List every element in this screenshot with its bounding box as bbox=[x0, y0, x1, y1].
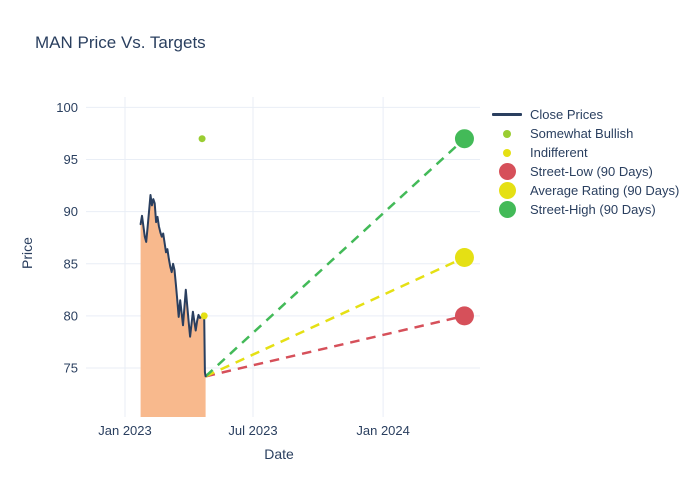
street-low-line bbox=[205, 314, 465, 378]
legend-label: Close Prices bbox=[530, 107, 603, 122]
somewhat-bullish-marker[interactable] bbox=[198, 135, 206, 143]
line-swatch-icon bbox=[492, 113, 522, 116]
street-high-line bbox=[204, 137, 466, 378]
x-axis-title: Date bbox=[264, 446, 294, 462]
legend-label: Street-High (90 Days) bbox=[530, 202, 656, 217]
legend-item-indifferent[interactable]: Indifferent bbox=[492, 143, 679, 162]
x-tick-label: Jul 2023 bbox=[228, 423, 277, 438]
dot-swatch-icon bbox=[492, 201, 522, 218]
y-tick-label: 80 bbox=[64, 308, 78, 323]
indifferent-marker[interactable] bbox=[200, 312, 208, 320]
street-low-marker[interactable] bbox=[454, 306, 474, 326]
legend-item-close-prices[interactable]: Close Prices bbox=[492, 105, 679, 124]
legend: Close Prices Somewhat Bullish Indifferent S… bbox=[492, 105, 679, 219]
street-high-marker[interactable] bbox=[454, 129, 474, 149]
dot-swatch-icon bbox=[492, 148, 522, 157]
y-tick-label: 75 bbox=[64, 361, 78, 376]
y-axis-title: Price bbox=[19, 237, 35, 269]
y-tick-label: 85 bbox=[64, 256, 78, 271]
chart-title: MAN Price Vs. Targets bbox=[35, 33, 206, 52]
x-tick-label: Jan 2024 bbox=[356, 423, 410, 438]
legend-label: Indifferent bbox=[530, 145, 588, 160]
legend-item-street-high-90-days[interactable]: Street-High (90 Days) bbox=[492, 200, 679, 219]
y-tick-label: 100 bbox=[56, 100, 78, 115]
legend-item-average-rating-90-days[interactable]: Average Rating (90 Days) bbox=[492, 181, 679, 200]
close-price-line[interactable] bbox=[139, 194, 207, 378]
average-rating-line bbox=[205, 256, 465, 378]
dot-swatch-icon bbox=[492, 129, 522, 138]
legend-label: Average Rating (90 Days) bbox=[530, 183, 680, 198]
legend-item-street-low-90-days[interactable]: Street-Low (90 Days) bbox=[492, 162, 679, 181]
legend-label: Street-Low (90 Days) bbox=[530, 164, 653, 179]
x-tick-label: Jan 2023 bbox=[98, 423, 152, 438]
y-tick-label: 95 bbox=[64, 152, 78, 167]
dot-swatch-icon bbox=[492, 163, 522, 180]
average-rating-marker[interactable] bbox=[454, 248, 474, 268]
legend-item-somewhat-bullish[interactable]: Somewhat Bullish bbox=[492, 124, 679, 143]
dot-swatch-icon bbox=[492, 182, 522, 199]
close-price-fill bbox=[140, 195, 206, 417]
legend-label: Somewhat Bullish bbox=[530, 126, 634, 141]
y-tick-label: 90 bbox=[64, 204, 78, 219]
